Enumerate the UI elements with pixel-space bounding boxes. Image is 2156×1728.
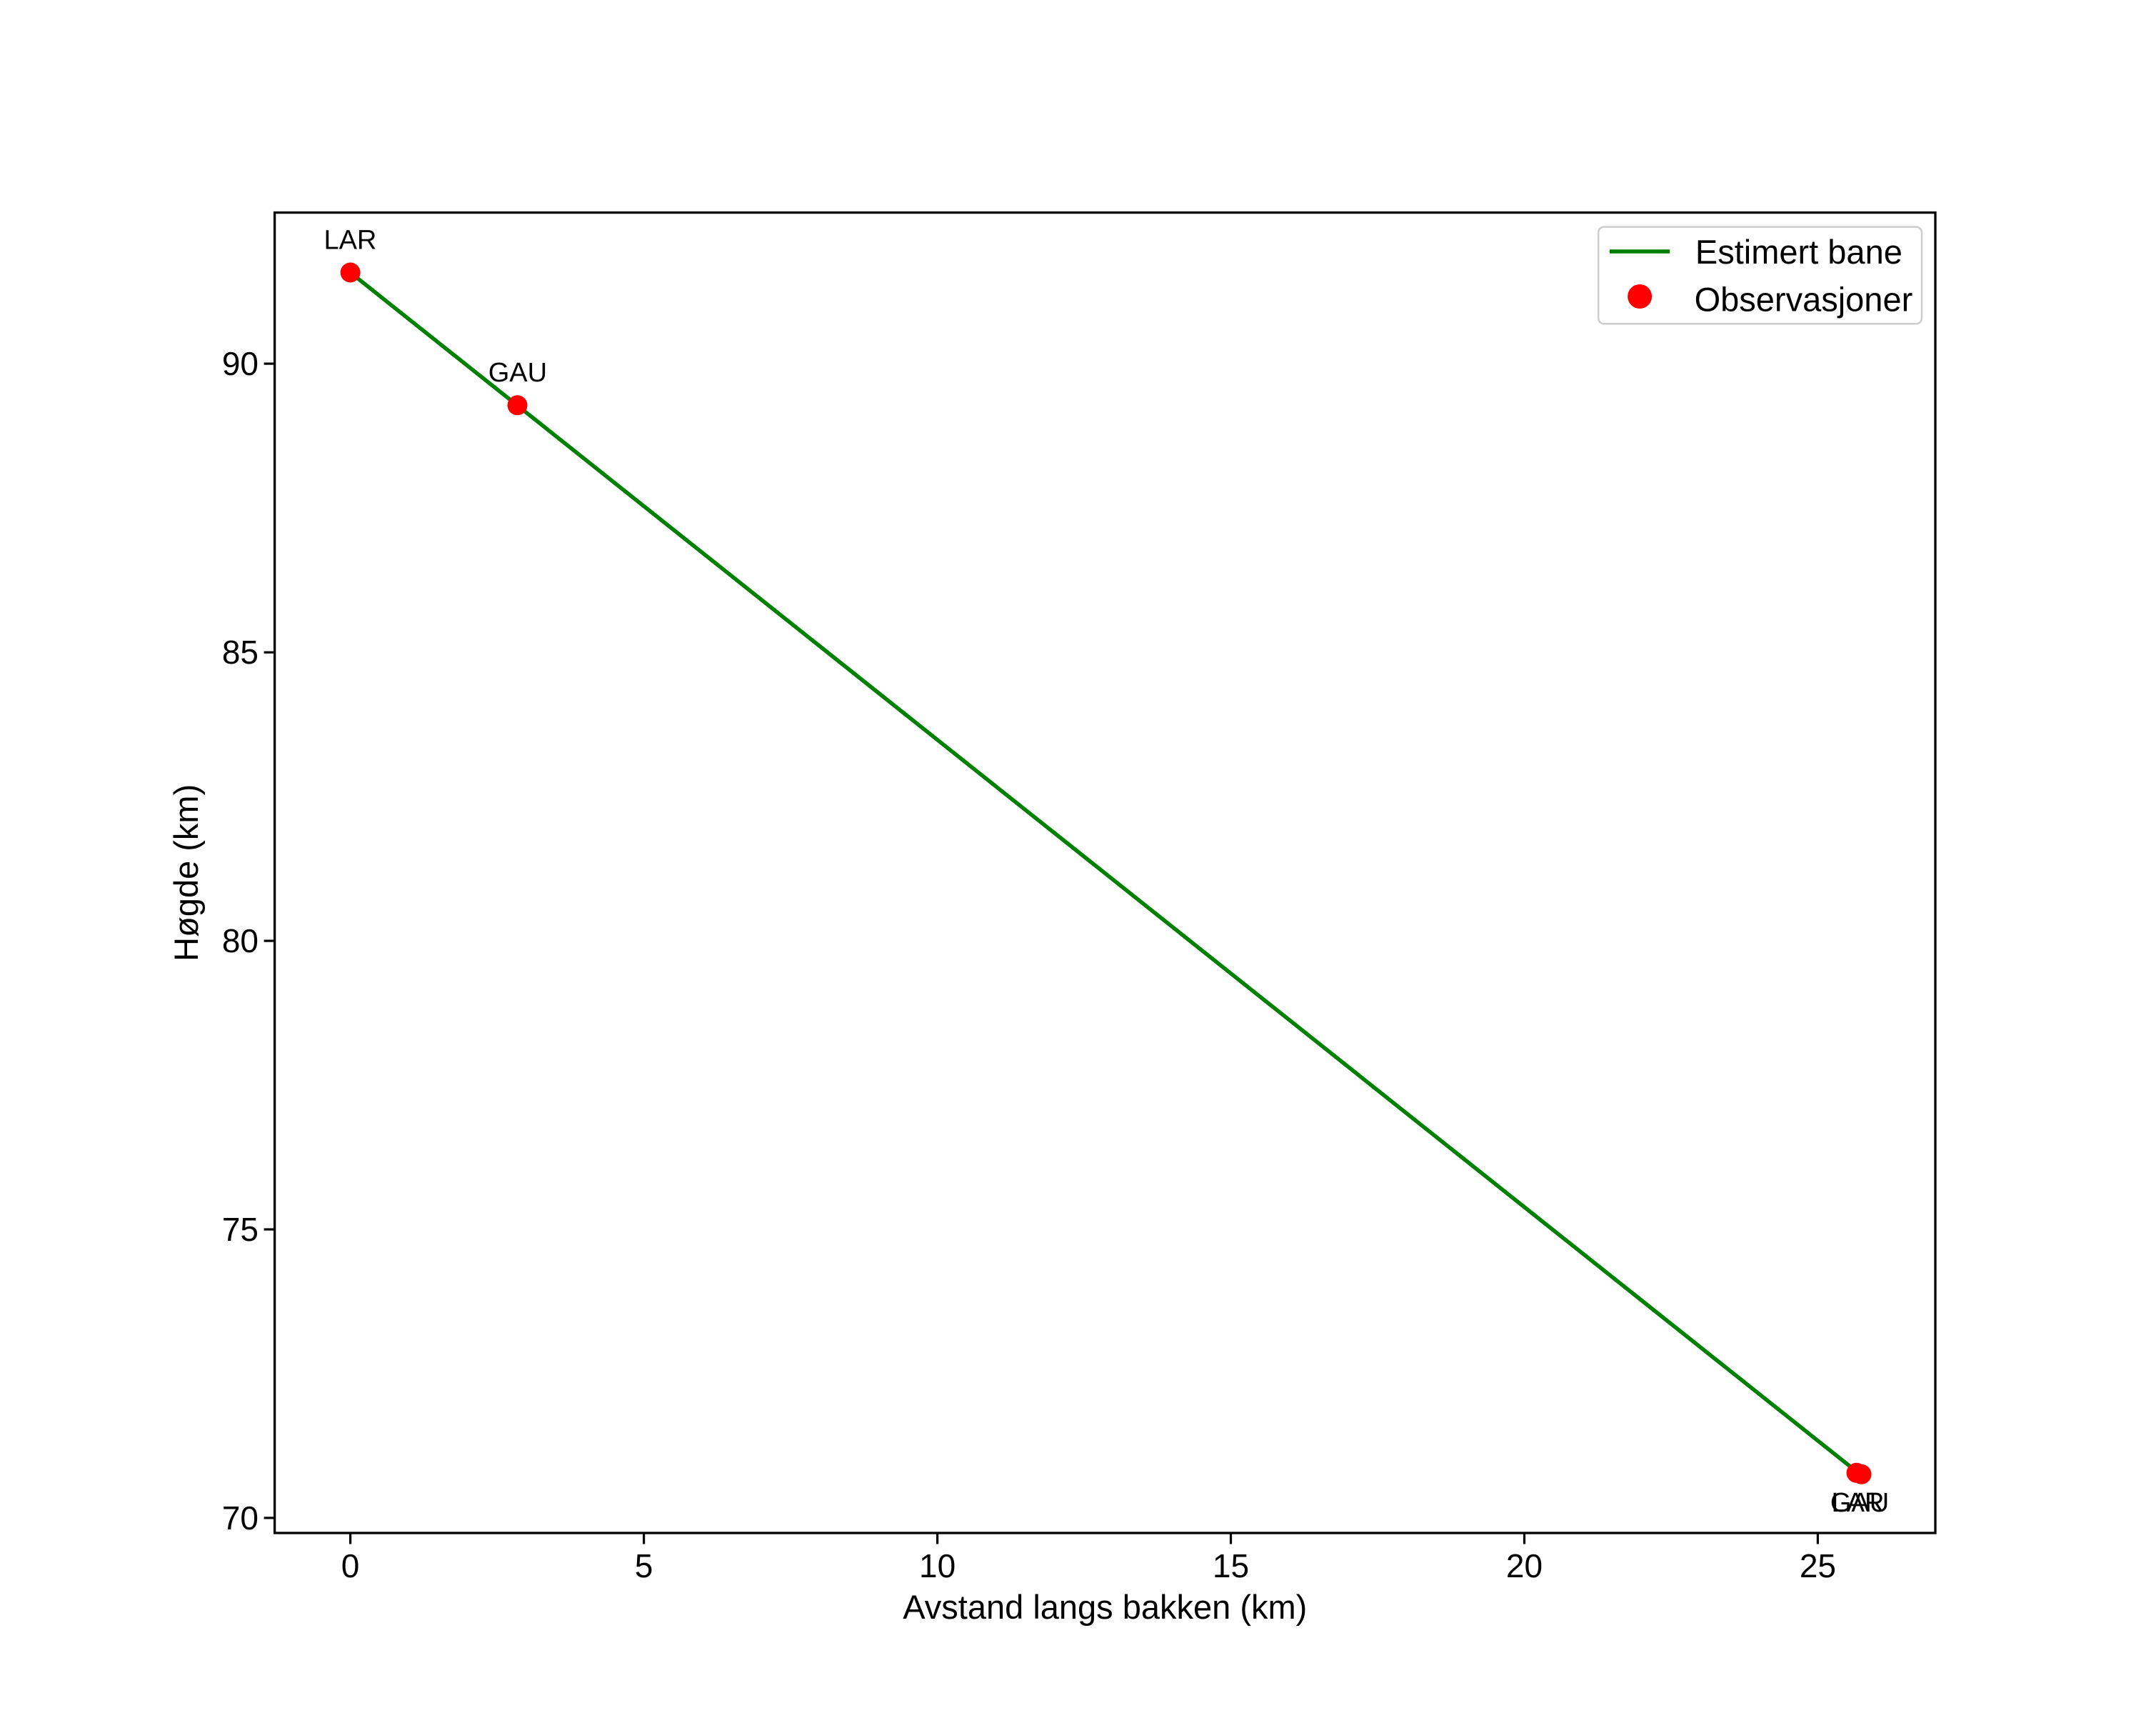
svg-text:0: 0	[341, 1547, 360, 1584]
svg-text:25: 25	[1800, 1547, 1836, 1584]
svg-text:5: 5	[635, 1547, 653, 1584]
svg-text:Observasjoner: Observasjoner	[1695, 280, 1913, 318]
svg-text:Avstand langs bakken (km): Avstand langs bakken (km)	[903, 1588, 1307, 1626]
svg-text:75: 75	[222, 1211, 259, 1248]
svg-text:Estimert bane: Estimert bane	[1695, 233, 1902, 271]
svg-text:20: 20	[1506, 1547, 1543, 1584]
svg-text:85: 85	[222, 634, 259, 671]
svg-text:Høgde (km): Høgde (km)	[167, 784, 205, 962]
svg-text:LAR: LAR	[324, 225, 376, 255]
svg-text:80: 80	[222, 922, 259, 959]
svg-text:10: 10	[919, 1547, 956, 1584]
svg-text:GAU: GAU	[488, 358, 547, 388]
svg-text:70: 70	[222, 1499, 259, 1537]
svg-text:LAR: LAR	[1832, 1488, 1885, 1518]
svg-text:15: 15	[1213, 1547, 1249, 1584]
svg-text:90: 90	[222, 345, 259, 382]
svg-text:GAU: GAU	[1830, 1488, 1889, 1518]
